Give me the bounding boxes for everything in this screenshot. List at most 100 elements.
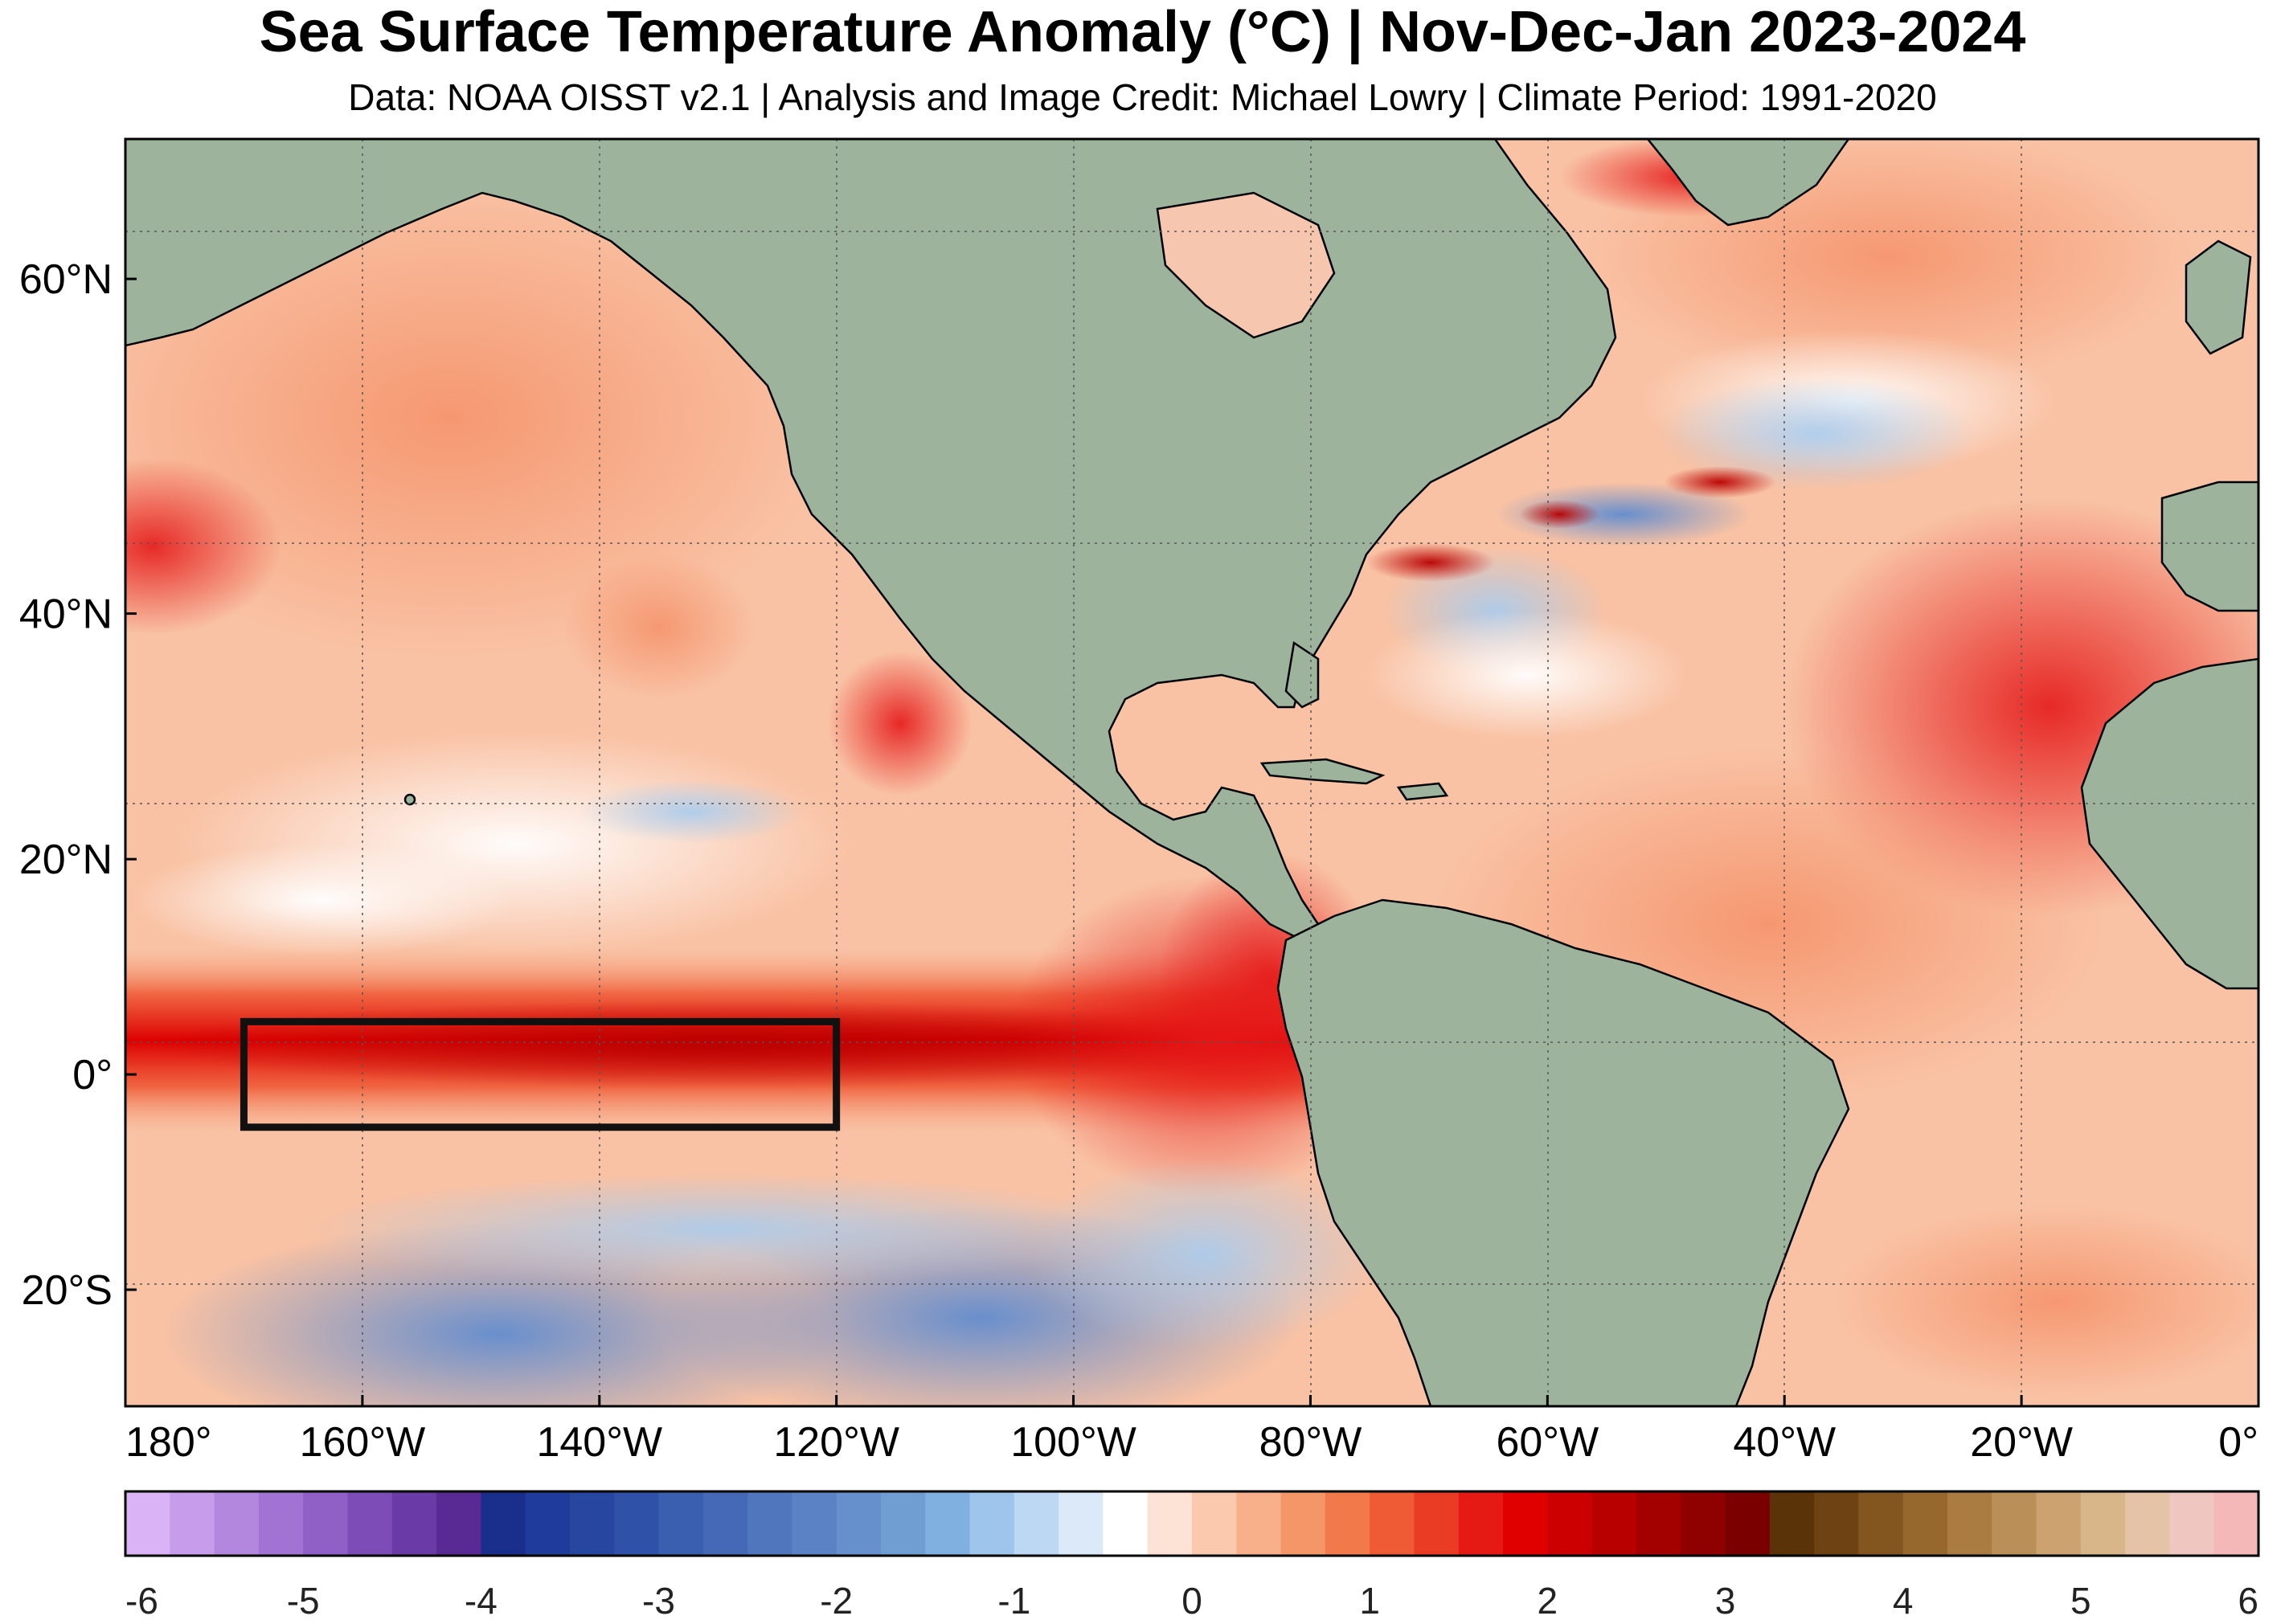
colorbar-swatch <box>1992 1491 2037 1556</box>
colorbar-tick-label: -2 <box>820 1580 853 1622</box>
y-tick-label: 20°S <box>22 1267 113 1314</box>
x-tick-label: 160°W <box>300 1419 426 1466</box>
colorbar-swatch <box>569 1491 615 1556</box>
colorbar-swatch <box>303 1491 349 1556</box>
colorbar-swatch <box>2125 1491 2171 1556</box>
nino-3-4-region-box <box>240 1017 841 1131</box>
colorbar-swatch <box>614 1491 660 1556</box>
colorbar-swatch <box>525 1491 571 1556</box>
colorbar-tick-label: 4 <box>1893 1580 1914 1622</box>
colorbar-swatch <box>1014 1491 1059 1556</box>
colorbar-swatch <box>1947 1491 1992 1556</box>
colorbar-swatch <box>1681 1491 1726 1556</box>
colorbar-swatch <box>836 1491 882 1556</box>
colorbar-swatch <box>1769 1491 1815 1556</box>
colorbar-swatch <box>880 1491 926 1556</box>
graticule <box>125 139 2258 1406</box>
baja-warm-patch <box>828 651 973 796</box>
x-tick-label: 0° <box>2218 1419 2258 1466</box>
gulf-stream-warm-filament <box>1366 543 1495 582</box>
colorbar-tick-label: -4 <box>465 1580 498 1622</box>
south-america <box>1276 898 1850 1406</box>
colorbar-swatch <box>436 1491 481 1556</box>
northwest-pacific-warm-patch <box>125 458 281 635</box>
latitude-axis: 60°N 40°N 20°N 0° 20°S <box>19 256 137 1314</box>
colorbar-tick-label: -6 <box>125 1580 158 1622</box>
colorbar-labels: -6 -5 -4 -3 -2 -1 0 1 2 3 4 5 6 <box>125 1580 2258 1622</box>
colorbar-swatch <box>1236 1491 1282 1556</box>
colorbar-swatch <box>747 1491 792 1556</box>
colorbar-swatch <box>658 1491 704 1556</box>
colorbar-swatch <box>1858 1491 1904 1556</box>
colorbar-swatch <box>1103 1491 1149 1556</box>
colorbar-swatch <box>1458 1491 1504 1556</box>
colorbar-tick-label: 0 <box>1181 1580 1202 1622</box>
british-isles <box>2185 239 2252 355</box>
colorbar-swatch <box>1814 1491 1859 1556</box>
colorbar-swatch <box>1902 1491 1948 1556</box>
florida <box>1284 640 1320 709</box>
colorbar-tick-label: 3 <box>1715 1580 1736 1622</box>
colorbar-swatch <box>170 1491 215 1556</box>
iberia-europe <box>2160 481 2258 612</box>
colorbar-swatch <box>1147 1491 1193 1556</box>
map-subtitle: Data: NOAA OISST v2.1 | Analysis and Ima… <box>348 76 1937 118</box>
colorbar-swatch <box>2169 1491 2215 1556</box>
map-frame <box>124 137 2260 1408</box>
colorbar <box>124 1490 2260 1557</box>
colorbar-swatch <box>2080 1491 2126 1556</box>
colorbar-frame <box>124 1490 2260 1557</box>
colorbar-swatch <box>1280 1491 1326 1556</box>
colorbar-swatch <box>1192 1491 1237 1556</box>
hawaii-island <box>403 793 416 806</box>
colorbar-swatch <box>1059 1491 1104 1556</box>
colorbar-tick-label: 2 <box>1538 1580 1558 1622</box>
hudson-bay <box>1156 191 1336 339</box>
y-tick-label: 40°N <box>19 591 113 638</box>
longitude-axis: 180° 160°W 140°W 120°W 100°W 80°W 60°W 40°W 20°W… <box>124 1395 2260 1466</box>
x-tick-label: 100°W <box>1010 1419 1136 1466</box>
x-tick-label: 80°W <box>1259 1419 1362 1466</box>
colorbar-swatch <box>481 1491 526 1556</box>
y-tick-label: 0° <box>72 1052 113 1098</box>
africa <box>2080 657 2258 990</box>
land-masses <box>125 139 2258 1406</box>
colorbar-swatch <box>792 1491 837 1556</box>
colorbar-swatch <box>1725 1491 1771 1556</box>
north-pacific-warm <box>125 177 836 659</box>
colorbar-swatch <box>391 1491 437 1556</box>
map-plot-area <box>125 139 2258 1406</box>
colorbar-tick-label: -3 <box>642 1580 675 1622</box>
colorbar-swatch <box>702 1491 748 1556</box>
colorbar-swatch <box>2213 1491 2259 1556</box>
y-tick-label: 20°N <box>19 837 113 883</box>
colorbar-swatch <box>1591 1491 1637 1556</box>
x-tick-label: 20°W <box>1970 1419 2073 1466</box>
colorbar-tick-label: 6 <box>2238 1580 2258 1622</box>
x-tick-label: 60°W <box>1496 1419 1599 1466</box>
north-america <box>125 139 1617 942</box>
colorbar-tick-label: 5 <box>2070 1580 2091 1622</box>
colorbar-tick-label: 1 <box>1359 1580 1380 1622</box>
colorbar-swatch <box>1636 1491 1681 1556</box>
hispaniola <box>1396 782 1449 801</box>
colorbar-swatch <box>1414 1491 1460 1556</box>
colorbar-tick-label: -1 <box>997 1580 1030 1622</box>
greenland <box>1646 139 1850 227</box>
colorbar-swatch <box>1547 1491 1593 1556</box>
colorbar-swatch <box>925 1491 971 1556</box>
colorbar-swatch <box>2036 1491 2082 1556</box>
colorbar-swatch <box>214 1491 260 1556</box>
x-tick-label: 40°W <box>1733 1419 1836 1466</box>
colorbar-swatch <box>347 1491 393 1556</box>
map-title: Sea Surface Temperature Anomaly (°C) | N… <box>259 0 2026 64</box>
colorbar-swatch <box>1370 1491 1415 1556</box>
colorbar-swatch <box>1325 1491 1370 1556</box>
north-atlantic-cool <box>1656 378 1977 490</box>
y-tick-label: 60°N <box>19 256 113 303</box>
cuba <box>1259 758 1386 785</box>
colorbar-tick-label: -5 <box>287 1580 320 1622</box>
colorbar-swatch <box>969 1491 1015 1556</box>
x-tick-label: 180° <box>125 1419 212 1466</box>
